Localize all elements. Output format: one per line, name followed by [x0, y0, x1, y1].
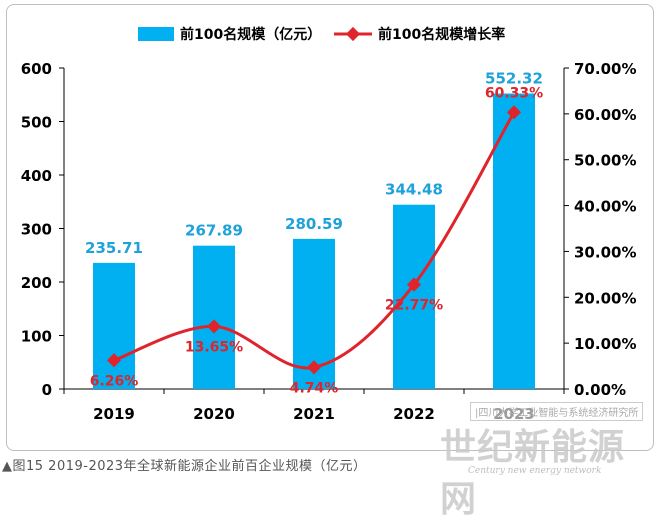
y-right-tick-label: 30.00%: [574, 243, 636, 261]
bar: [393, 204, 435, 389]
y-right-tick-label: 60.00%: [574, 106, 636, 124]
bar: [493, 93, 535, 390]
x-tick-label: 2022: [393, 405, 435, 423]
y-left-tick-label: 100: [21, 328, 52, 346]
line-value-label: 6.26%: [90, 373, 139, 389]
legend-line-marker: [345, 26, 361, 42]
y-left-tick-label: 600: [21, 60, 52, 78]
line-value-label: 22.77%: [385, 298, 443, 314]
legend-bar-swatch: [138, 27, 174, 41]
combo-chart: 前100名规模（亿元） 前100名规模增长率 0 100 200 300 400 500 6…: [21, 26, 637, 423]
watermark-text: |四川大学工业智能与系统经济研究所: [470, 402, 644, 421]
line-value-label: 4.74%: [290, 380, 339, 396]
line-point: [306, 360, 322, 375]
y-right-tick-label: 50.00%: [574, 152, 636, 170]
x-tick-label: 2019: [93, 405, 135, 423]
growth-line: [113, 111, 516, 370]
y-left-tick-label: 400: [21, 167, 52, 185]
data-labels: 235.71 267.89 280.59 344.48 552.32 6.26% 13.65…: [85, 70, 543, 397]
legend-line-label: 前100名规模增长率: [378, 26, 505, 43]
bar-value-label: 344.48: [385, 181, 443, 199]
y-left-tick-label: 300: [21, 221, 52, 239]
line-point: [206, 319, 222, 334]
line-series: [106, 105, 522, 375]
x-tick-label: 2021: [293, 405, 335, 423]
y-right-tick-label: 40.00%: [574, 198, 636, 216]
line-point: [406, 277, 422, 292]
y-left-tick-label: 0: [42, 381, 52, 399]
x-tick-label: 2020: [193, 405, 235, 423]
y-right-tick-label: 20.00%: [574, 289, 636, 307]
bar-series: [93, 93, 535, 390]
watermark-logo-sub: Century new energy network: [468, 466, 602, 476]
y-left-tick-label: 200: [21, 274, 52, 292]
line-point: [506, 105, 522, 120]
y-right-tick-label: 70.00%: [574, 60, 636, 78]
y-left-tick-label: 500: [21, 114, 52, 132]
bar-value-label: 235.71: [85, 239, 143, 257]
y-right-tick-label: 10.00%: [574, 335, 636, 353]
bar-value-label: 267.89: [185, 222, 243, 240]
y-right-tick-label: 0.00%: [574, 381, 626, 399]
bar: [93, 262, 135, 389]
line-point: [106, 353, 122, 368]
bar-value-label: 280.59: [285, 215, 343, 233]
legend: 前100名规模（亿元） 前100名规模增长率: [138, 26, 505, 43]
legend-bar-label: 前100名规模（亿元）: [180, 26, 321, 43]
line-value-label: 13.65%: [185, 339, 243, 355]
figure-caption: ▲图15 2019-2023年全球新能源企业前百企业规模（亿元）: [2, 459, 367, 474]
bar: [193, 245, 235, 389]
bar-value-label: 552.32: [485, 70, 543, 88]
line-value-label: 60.33%: [485, 85, 543, 101]
